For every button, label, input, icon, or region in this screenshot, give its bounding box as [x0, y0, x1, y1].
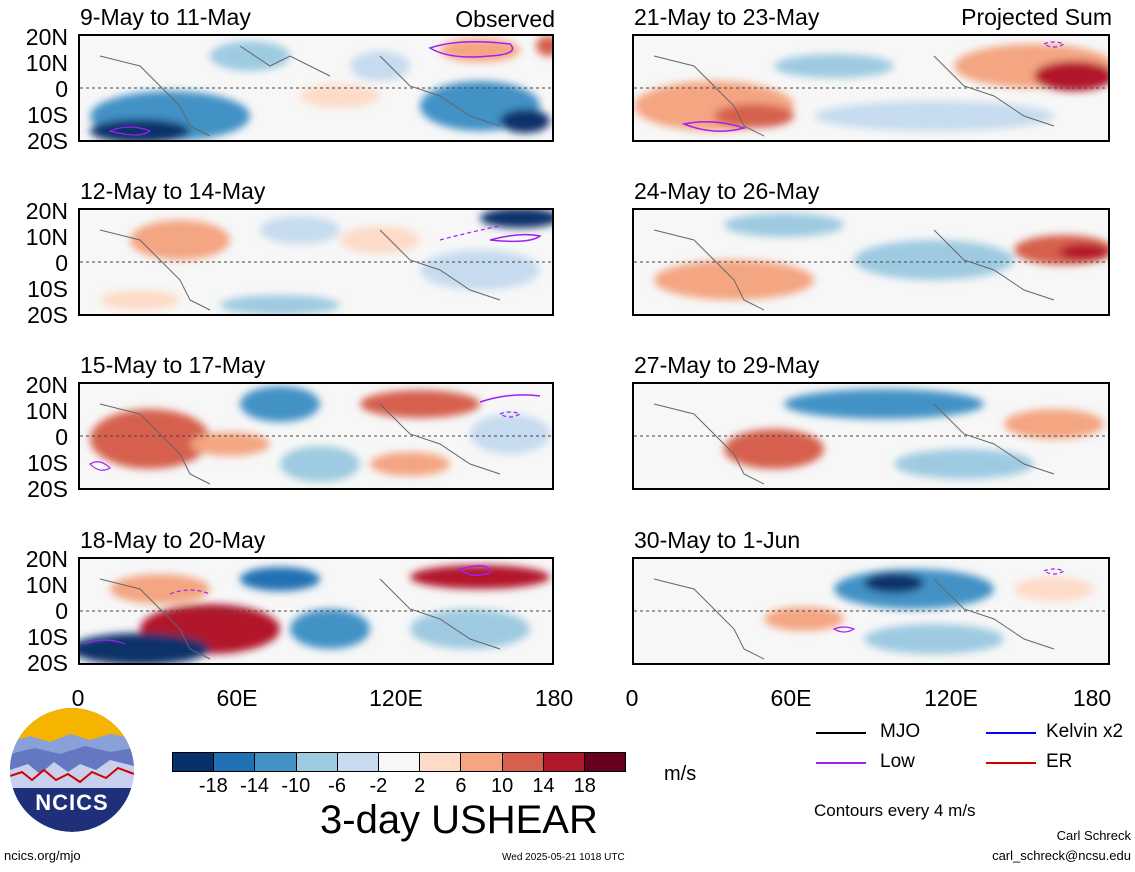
map-panel-6 [632, 208, 1110, 316]
panel-title: 12-May to 14-May [80, 178, 266, 204]
colorbar-swatch [543, 753, 585, 771]
lat-label: 20N [25, 372, 68, 398]
colorbar-swatch [296, 753, 338, 771]
lat-label: 20S [27, 302, 68, 328]
legend-label: MJO [880, 721, 921, 742]
map-panel-2 [78, 208, 554, 316]
lat-label: 10N [25, 50, 68, 76]
lon-label: 0 [625, 685, 639, 711]
legend-swatch-kelvin [986, 732, 1036, 734]
colorbar-swatch [378, 753, 421, 771]
colorbar-swatch [584, 753, 626, 771]
panel-title: 21-May to 23-May [634, 4, 820, 30]
lat-label: 10N [25, 572, 68, 598]
lat-label: 20N [25, 24, 68, 50]
colorbar-label: 10 [491, 775, 514, 797]
panel-title: 9-May to 11-May [80, 4, 251, 30]
colorbar-swatch [420, 753, 462, 771]
lat-label: 10N [25, 224, 68, 250]
legend-label: ER [1046, 751, 1073, 772]
lon-label: 120E [924, 685, 978, 711]
legend-swatch-mjo [816, 732, 866, 734]
colorbar-label: 6 [455, 775, 467, 797]
lat-label: 10S [27, 624, 68, 650]
lat-label: 20N [25, 198, 68, 224]
panel-title: 27-May to 29-May [634, 352, 820, 378]
colorbar-swatch [502, 753, 544, 771]
colorbar-unit: m/s [664, 763, 697, 785]
colorbar-swatch [255, 753, 297, 771]
lon-label: 180 [1072, 685, 1112, 711]
legend-swatch-low [816, 762, 866, 764]
colorbar-label: 18 [573, 775, 596, 797]
map-panel-7 [632, 382, 1110, 490]
lat-label: 10N [25, 398, 68, 424]
legend-label: Low [880, 751, 915, 772]
panel-title: 30-May to 1-Jun [634, 527, 801, 553]
footer-url[interactable]: ncics.org/mjo [4, 848, 81, 863]
map-panel-4 [78, 557, 554, 665]
lat-label: 10S [27, 102, 68, 128]
colorbar-swatch [173, 753, 215, 771]
colorbar-label: 2 [414, 775, 426, 797]
panel-title: 15-May to 17-May [80, 352, 266, 378]
lat-label: 20S [27, 128, 68, 154]
colorbar-label: -6 [328, 775, 346, 797]
map-panel-5 [632, 34, 1110, 142]
lat-label: 20N [25, 546, 68, 572]
lat-label: 20S [27, 650, 68, 676]
observed-label: Observed [455, 6, 555, 32]
lat-label: 10S [27, 450, 68, 476]
colorbar-swatch [337, 753, 379, 771]
lat-label: 0 [55, 250, 68, 276]
lon-label: 0 [71, 685, 85, 711]
legend-label: Kelvin x2 [1046, 721, 1124, 742]
lat-label: 0 [55, 76, 68, 102]
map-panel-3 [78, 382, 554, 490]
lon-label: 60E [770, 685, 812, 711]
contours-note: Contours every 4 m/s [814, 801, 976, 820]
lat-label: 20S [27, 476, 68, 502]
lon-label: 120E [369, 685, 423, 711]
lon-label: 180 [534, 685, 574, 711]
legend-swatch-er [986, 762, 1036, 764]
footer-author: Carl Schreck [1056, 828, 1131, 843]
logo-text: NCICS [35, 790, 109, 815]
map-panel-1 [78, 34, 554, 142]
panel-title: 18-May to 20-May [80, 527, 266, 553]
colorbar-label: -10 [281, 775, 311, 797]
colorbar [172, 752, 626, 772]
panel-title: 24-May to 26-May [634, 178, 820, 204]
lat-label: 0 [55, 424, 68, 450]
lat-label: 0 [55, 598, 68, 624]
colorbar-swatch [214, 753, 256, 771]
colorbar-label: -2 [369, 775, 388, 797]
footer-timestamp: Wed 2025-05-21 1018 UTC [502, 852, 625, 863]
ncics-logo: NCICS [10, 708, 134, 832]
colorbar-swatch [461, 753, 503, 771]
colorbar-title: 3-day USHEAR [320, 798, 598, 842]
projected-label: Projected Sum [961, 4, 1112, 30]
lon-label: 60E [216, 685, 258, 711]
colorbar-label: -18 [198, 775, 228, 797]
lat-label: 10S [27, 276, 68, 302]
footer-email[interactable]: carl_schreck@ncsu.edu [992, 848, 1131, 863]
map-panel-8 [632, 557, 1110, 665]
colorbar-label: -14 [240, 775, 269, 797]
colorbar-label: 14 [532, 775, 555, 797]
